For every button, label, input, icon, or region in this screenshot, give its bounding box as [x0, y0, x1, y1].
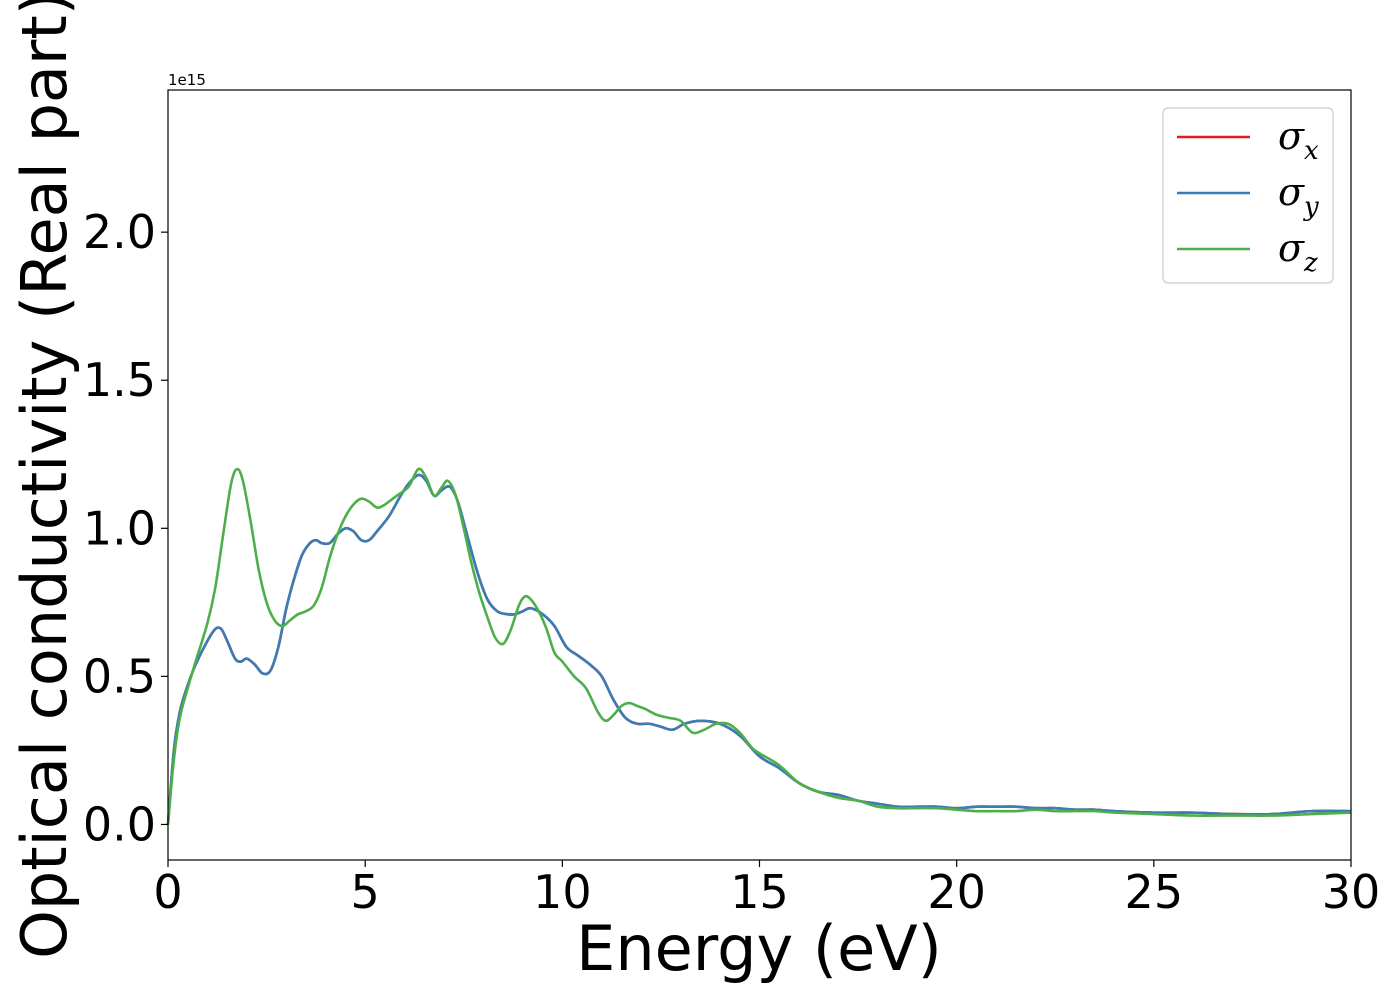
legend-subscript: z — [1303, 248, 1318, 278]
legend-box — [1162, 107, 1334, 284]
y-tick-label: 2.0 — [83, 205, 156, 259]
y-tick-label: 1.0 — [83, 501, 156, 555]
x-axis-label: Energy (eV) — [576, 912, 942, 985]
series-line-z — [166, 467, 1352, 825]
legend-subscript: x — [1304, 136, 1319, 166]
x-tick-label: 5 — [351, 865, 380, 919]
y-offset-label: 1e15 — [168, 71, 206, 89]
y-axis-label: Optical conductivity (Real part) — [8, 0, 81, 959]
legend-subscript: y — [1303, 192, 1319, 222]
x-tick-label: 30 — [1322, 865, 1381, 919]
x-tick-label: 20 — [927, 865, 986, 919]
y-tick-label: 1.5 — [83, 353, 156, 407]
series-layer — [166, 467, 1352, 825]
x-tick-label: 15 — [730, 865, 789, 919]
x-tick-label: 10 — [533, 865, 592, 919]
x-tick-label: 25 — [1125, 865, 1184, 919]
y-tick-label: 0.5 — [83, 649, 156, 703]
y-axis: 0.0 0.5 1.0 1.5 2.0 — [83, 205, 168, 851]
legend-label-x: σx — [1278, 114, 1319, 166]
x-tick-label: 0 — [153, 865, 182, 919]
x-axis: 0 5 10 15 20 25 30 — [153, 860, 1380, 919]
y-tick-label: 0.0 — [83, 797, 156, 851]
